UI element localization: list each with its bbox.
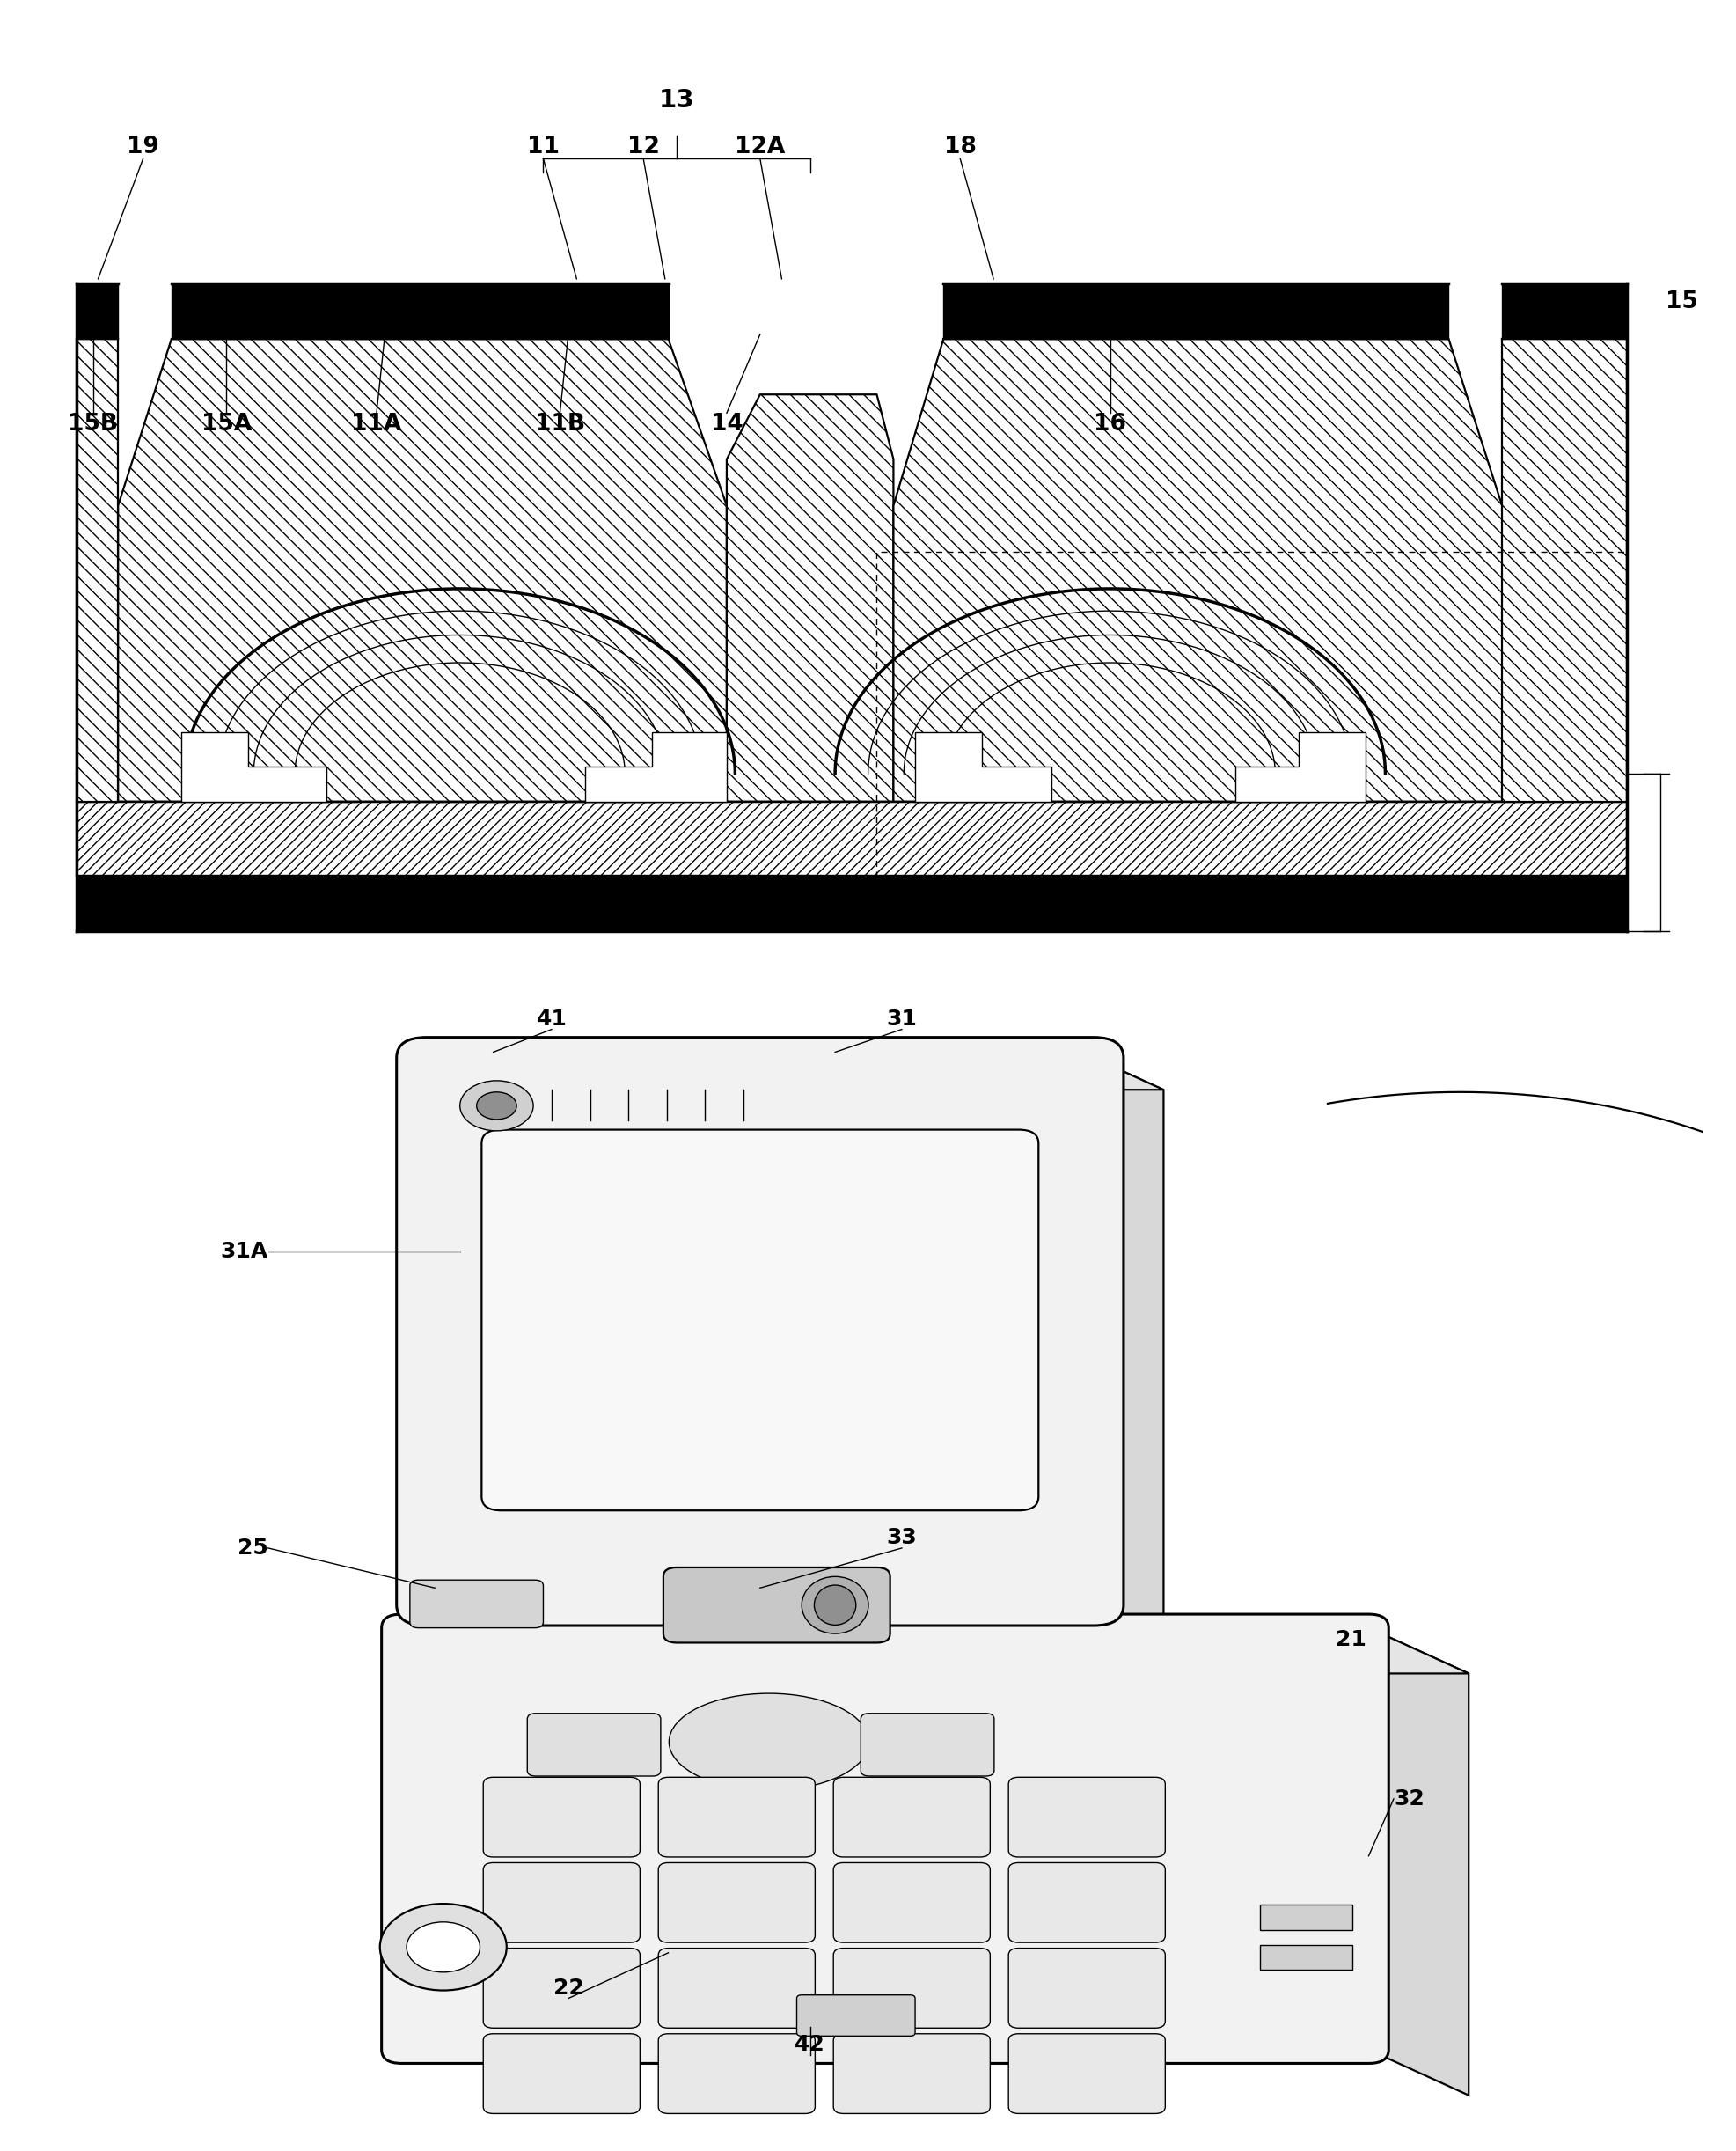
Polygon shape [181, 731, 326, 802]
Circle shape [460, 1080, 533, 1131]
Circle shape [476, 1093, 516, 1119]
Bar [76, 802, 1627, 875]
Text: 41: 41 [536, 1009, 566, 1030]
Text: 33: 33 [885, 1527, 917, 1549]
FancyBboxPatch shape [1009, 1949, 1165, 2028]
Text: 15: 15 [1665, 290, 1698, 314]
Bar [1260, 1945, 1351, 1970]
Text: 12A: 12A [734, 136, 785, 159]
FancyBboxPatch shape [1009, 2033, 1165, 2114]
FancyBboxPatch shape [1009, 1777, 1165, 1856]
FancyBboxPatch shape [663, 1568, 889, 1643]
Text: 42: 42 [795, 2035, 825, 2056]
Text: 31A: 31A [220, 1241, 267, 1263]
Text: 12: 12 [627, 136, 660, 159]
FancyBboxPatch shape [658, 1863, 814, 1942]
Ellipse shape [668, 1693, 868, 1790]
FancyBboxPatch shape [481, 1129, 1038, 1510]
Polygon shape [892, 340, 1502, 802]
Bar [76, 340, 118, 802]
Bar [1502, 340, 1627, 802]
Bar [76, 802, 1627, 875]
FancyBboxPatch shape [658, 1949, 814, 2028]
FancyBboxPatch shape [396, 1037, 1123, 1626]
FancyBboxPatch shape [528, 1714, 660, 1777]
Text: 18: 18 [943, 136, 976, 159]
FancyBboxPatch shape [483, 1777, 639, 1856]
Text: 11A: 11A [351, 413, 401, 437]
FancyBboxPatch shape [658, 1777, 814, 1856]
Polygon shape [1368, 1628, 1469, 2095]
Ellipse shape [802, 1577, 868, 1633]
Text: 16: 16 [1094, 413, 1127, 437]
Text: 21: 21 [1335, 1628, 1364, 1650]
Text: 11: 11 [526, 136, 559, 159]
Polygon shape [118, 340, 726, 802]
Polygon shape [401, 1628, 1469, 1673]
FancyBboxPatch shape [483, 1949, 639, 2028]
Circle shape [380, 1904, 507, 1990]
Text: 22: 22 [552, 1977, 583, 1998]
FancyBboxPatch shape [483, 2033, 639, 2114]
Text: 14: 14 [710, 413, 743, 437]
FancyBboxPatch shape [797, 1994, 915, 2037]
Text: 19: 19 [127, 136, 160, 159]
Bar [1502, 340, 1627, 802]
Text: 15A: 15A [201, 413, 252, 437]
Ellipse shape [814, 1585, 856, 1624]
FancyBboxPatch shape [483, 1863, 639, 1942]
FancyBboxPatch shape [410, 1581, 543, 1628]
Bar [1260, 1906, 1351, 1929]
Text: 11B: 11B [535, 413, 585, 437]
Polygon shape [726, 394, 892, 802]
Text: 15B: 15B [68, 413, 118, 437]
FancyBboxPatch shape [1009, 1863, 1165, 1942]
Text: 32: 32 [1392, 1787, 1424, 1809]
Polygon shape [427, 1058, 1163, 1091]
FancyBboxPatch shape [833, 2033, 990, 2114]
Polygon shape [585, 731, 726, 802]
Text: 31: 31 [885, 1009, 917, 1030]
FancyBboxPatch shape [658, 2033, 814, 2114]
FancyBboxPatch shape [861, 1714, 993, 1777]
FancyBboxPatch shape [833, 1949, 990, 2028]
Text: 13: 13 [658, 88, 694, 112]
Circle shape [406, 1923, 479, 1972]
Polygon shape [1094, 1058, 1163, 1637]
Bar [76, 340, 118, 802]
FancyBboxPatch shape [833, 1863, 990, 1942]
FancyBboxPatch shape [382, 1613, 1389, 2063]
Polygon shape [915, 731, 1052, 802]
Polygon shape [1234, 731, 1364, 802]
Text: 25: 25 [238, 1538, 267, 1559]
FancyBboxPatch shape [833, 1777, 990, 1856]
